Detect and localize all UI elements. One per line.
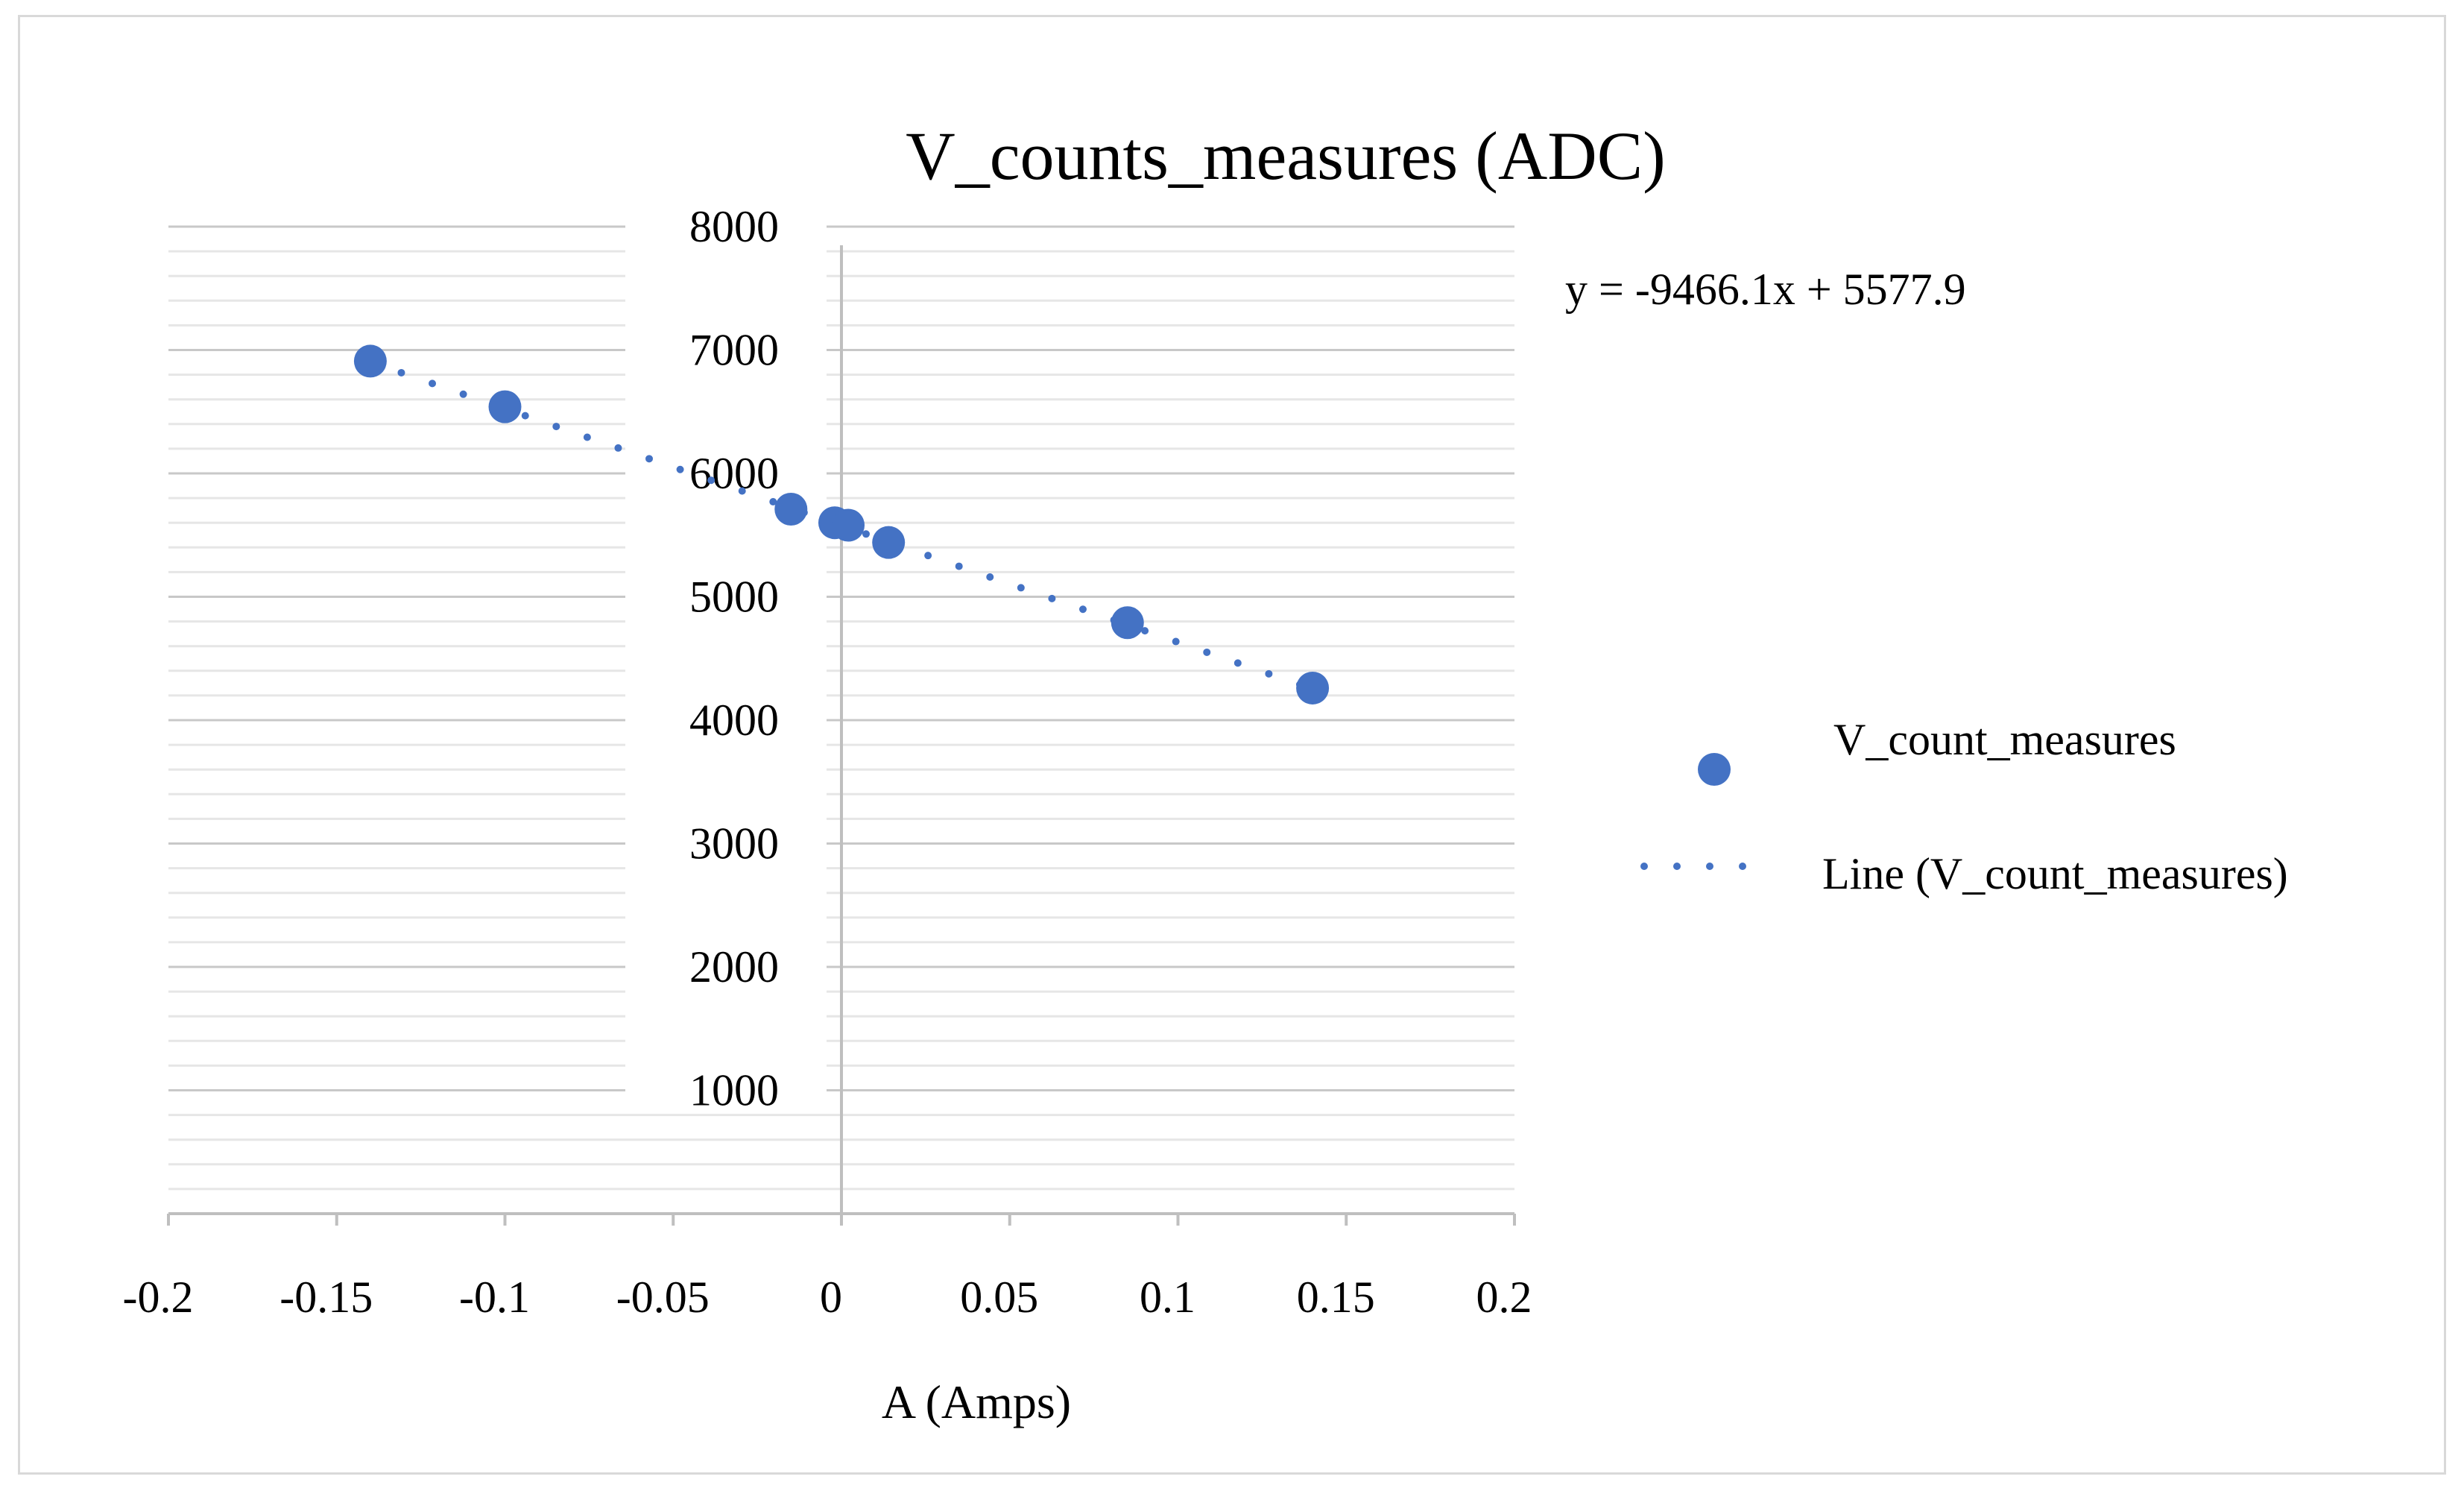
trendline <box>366 358 1317 693</box>
trendline-equation: y = -9466.1x + 5577.9 <box>1565 265 1966 314</box>
y-tick-label: 3000 <box>689 819 779 869</box>
data-point <box>353 344 387 378</box>
y-tick-label: 4000 <box>689 696 779 745</box>
axes <box>167 245 1516 1226</box>
data-points <box>353 344 1330 704</box>
y-tick-label: 8000 <box>689 202 779 251</box>
y-tick-label: 2000 <box>689 942 779 992</box>
y-tick-label: 1000 <box>689 1066 779 1115</box>
y-tick-label: 7000 <box>689 326 779 375</box>
chart-title: V_counts_measures (ADC) <box>906 118 1665 194</box>
legend-label-series: V_count_measures <box>1833 715 2176 764</box>
legend-label-trendline: Line (V_count_measures) <box>1822 849 2288 898</box>
data-point <box>1296 671 1330 704</box>
x-tick-label: 0.1 <box>1140 1273 1195 1322</box>
y-tick-label-backing <box>625 189 827 1106</box>
x-tick-label: -0.15 <box>279 1273 373 1322</box>
data-point <box>832 508 865 542</box>
data-point <box>1111 606 1144 640</box>
x-axis-label: A (Amps) <box>882 1375 1071 1428</box>
trendline-path <box>366 358 1317 693</box>
data-point <box>774 492 808 526</box>
x-tick-label: 0.05 <box>960 1273 1038 1322</box>
data-point <box>872 526 906 559</box>
data-point <box>488 390 522 423</box>
x-tick-label: -0.2 <box>123 1273 194 1322</box>
x-tick-label: -0.1 <box>459 1273 530 1322</box>
tick-labels: 1000 2000 3000 4000 5000 6000 7000 8000 -0.2 -0.1… <box>123 189 1532 1322</box>
legend: V_count_measures Line (V_count_measures) <box>1640 715 2288 898</box>
y-tick-label: 5000 <box>689 573 779 622</box>
x-tick-label: 0.15 <box>1297 1273 1375 1322</box>
x-tick-label: 0.2 <box>1476 1273 1532 1322</box>
x-tick-label: 0 <box>820 1273 842 1322</box>
y-tick-label: 6000 <box>689 449 779 498</box>
x-tick-label: -0.05 <box>616 1273 710 1322</box>
legend-marker-scatter <box>1698 753 1731 786</box>
